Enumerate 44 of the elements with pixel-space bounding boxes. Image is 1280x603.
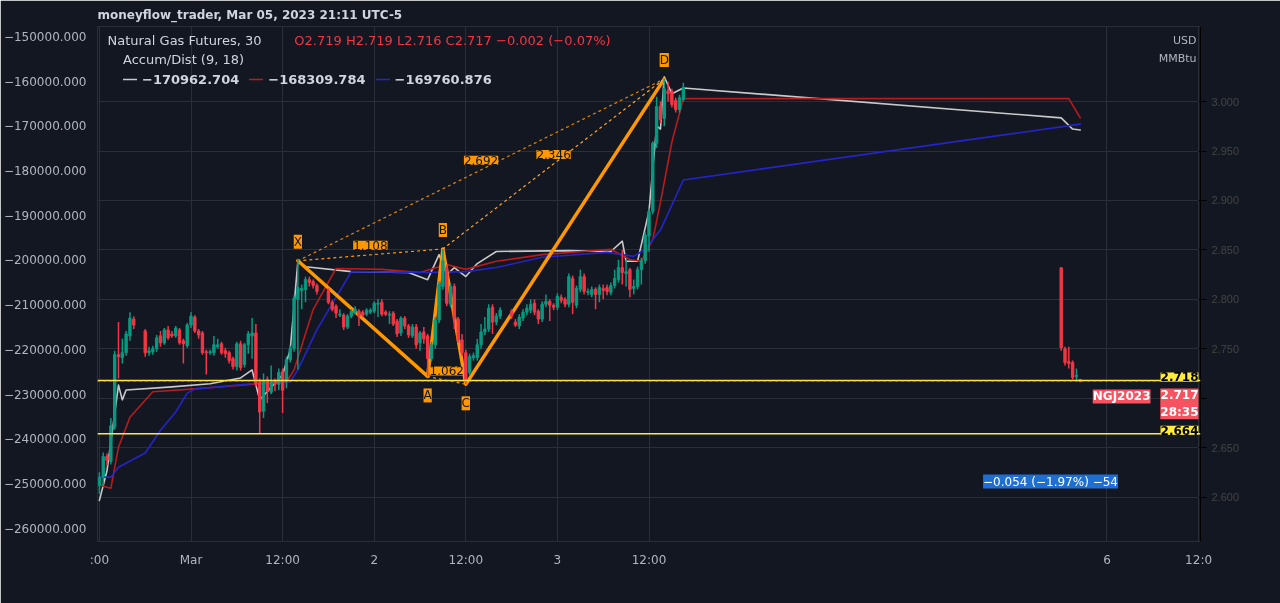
annotation: 2.346 bbox=[536, 147, 571, 162]
annotation: C bbox=[461, 396, 470, 411]
y2-tick-label: −150000.000 bbox=[3, 30, 87, 45]
x-tick-label: :00 bbox=[89, 552, 110, 567]
y2-tick-label: −180000.000 bbox=[3, 164, 87, 179]
annotation: D bbox=[659, 52, 669, 67]
y2-tick-label: −190000.000 bbox=[3, 208, 87, 223]
annotation: 1.062 bbox=[429, 364, 464, 379]
x-tick-label: 12:00 bbox=[631, 552, 667, 567]
legend-label: −169760.876 bbox=[394, 71, 492, 87]
x-tick-label: 12:00 bbox=[265, 552, 300, 567]
annotation: MMBtu bbox=[1158, 52, 1197, 65]
x-tick-label: 12:00 bbox=[448, 552, 484, 567]
legend-title: Accum/Dist (9, 18) bbox=[123, 52, 246, 67]
y2-tick-label: −200000.000 bbox=[3, 253, 87, 268]
y2-tick-label: −230000.000 bbox=[3, 387, 87, 402]
x-tick-label: 2 bbox=[370, 552, 379, 567]
annotation: USD bbox=[1173, 34, 1197, 47]
annotation: −0.054 (−1.97%) −54 bbox=[983, 474, 1118, 489]
y2-tick-label: −170000.000 bbox=[3, 119, 87, 134]
text: O2.719 H2.719 L2.716 C2.717 −0.002 (−0.07%) bbox=[294, 33, 611, 48]
annotation: 2.692 bbox=[463, 153, 499, 168]
y2-tick-label: −260000.000 bbox=[3, 521, 87, 536]
text: moneyflow_trader, Mar 05, 2023 21:11 UTC-5 bbox=[97, 7, 403, 23]
y2-tick-label: −160000.000 bbox=[3, 74, 87, 89]
legend-label: −168309.784 bbox=[268, 71, 366, 87]
y2-tick-label: −210000.000 bbox=[3, 298, 87, 313]
annotation: X bbox=[293, 234, 302, 249]
legend-label: 2.717 28:35 bbox=[1160, 388, 1199, 420]
legend-label: −170962.704 bbox=[142, 71, 240, 87]
x-tick-label: 3 bbox=[553, 552, 562, 567]
annotation: 1.108 bbox=[353, 238, 388, 253]
y2-tick-label: −220000.000 bbox=[3, 342, 87, 357]
x-tick-label: 6 bbox=[1103, 552, 1111, 567]
text: Natural Gas Futures, 30 bbox=[107, 33, 262, 48]
x-tick-label: 12:0 bbox=[1185, 552, 1213, 567]
ref-line-label: 2.664 bbox=[1160, 423, 1199, 438]
x-tick-label: Mar bbox=[179, 552, 203, 567]
annotation: A bbox=[423, 388, 433, 403]
ref-line-label: 2.718 bbox=[1160, 370, 1199, 385]
y2-tick-label: −250000.000 bbox=[3, 476, 87, 491]
y2-tick-label: −240000.000 bbox=[3, 432, 87, 447]
annotation: B bbox=[438, 222, 448, 237]
annotation: NGJ2023 bbox=[1092, 389, 1151, 404]
